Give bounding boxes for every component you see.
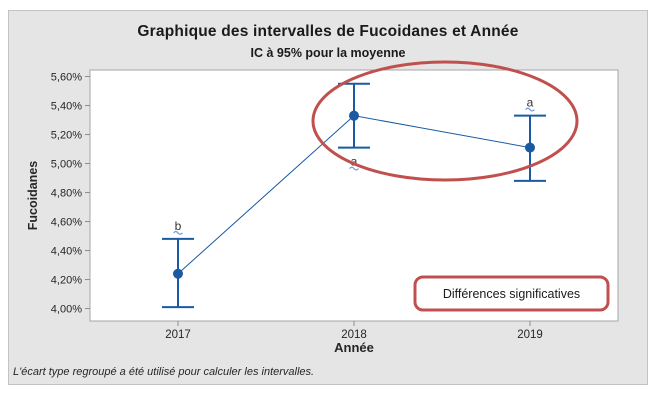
chart-subtitle: IC à 95% pour la moyenne xyxy=(250,46,406,60)
mean-point xyxy=(525,142,535,153)
y-tick-label: 4,80% xyxy=(51,188,82,200)
footnote: L'écart type regroupé a été utilisé pour… xyxy=(13,366,315,378)
chart-title: Graphique des intervalles de Fucoidanes … xyxy=(137,23,519,40)
callout-text: Différences significatives xyxy=(443,287,580,301)
mean-point xyxy=(173,268,183,279)
group-letter: a xyxy=(351,155,358,169)
callout-box xyxy=(413,275,610,312)
y-tick-label: 5,40% xyxy=(51,101,82,113)
y-tick-label: 5,60% xyxy=(51,72,82,84)
y-axis-title: Fucoidanes xyxy=(26,161,40,231)
x-tick-label: 2018 xyxy=(341,329,367,341)
spellcheck-squiggle xyxy=(173,230,183,235)
x-axis-title: Année xyxy=(334,340,374,355)
y-tick-label: 4,00% xyxy=(51,304,82,316)
y-tick-label: 4,40% xyxy=(51,246,82,258)
highlight-ellipse xyxy=(311,60,579,182)
y-tick-label: 5,00% xyxy=(51,159,82,171)
x-tick-label: 2017 xyxy=(165,329,191,341)
y-tick-label: 5,20% xyxy=(51,130,82,142)
group-letter: b xyxy=(175,219,182,233)
spellcheck-squiggle xyxy=(525,107,535,112)
y-tick-label: 4,20% xyxy=(51,275,82,287)
spellcheck-squiggle xyxy=(349,166,359,171)
x-tick-label: 2019 xyxy=(517,329,543,341)
y-tick-label: 4,60% xyxy=(51,217,82,229)
group-letter: a xyxy=(527,96,534,110)
mean-point xyxy=(349,110,359,121)
